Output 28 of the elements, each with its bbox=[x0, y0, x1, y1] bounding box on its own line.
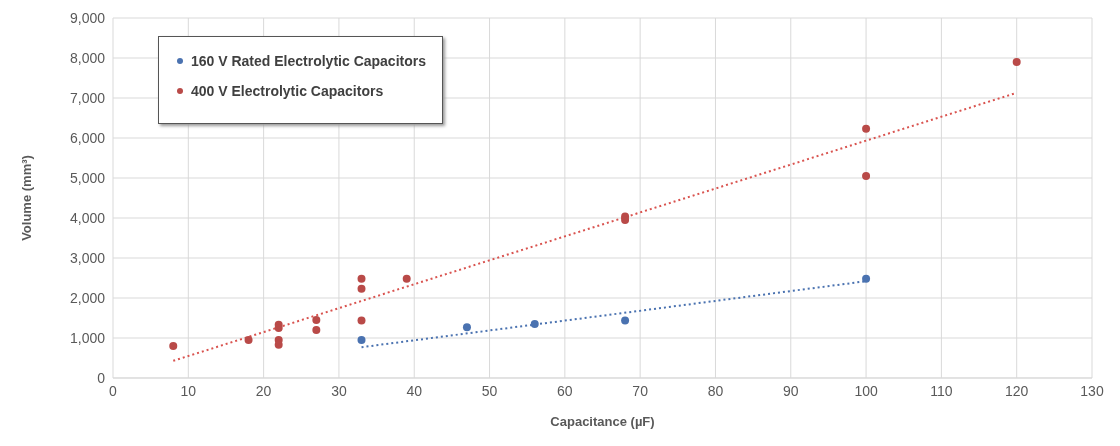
y-tick-label: 3,000 bbox=[69, 249, 106, 266]
y-tick-label: 7,000 bbox=[69, 89, 106, 106]
x-tick-label: 50 bbox=[481, 382, 498, 399]
x-tick-label: 130 bbox=[1080, 382, 1104, 399]
x-tick-label: 90 bbox=[782, 382, 799, 399]
y-tick-label: 8,000 bbox=[69, 49, 106, 66]
x-tick-label: 20 bbox=[255, 382, 272, 399]
x-tick-label: 0 bbox=[109, 382, 118, 399]
x-tick-label: 40 bbox=[406, 382, 423, 399]
x-tick-label: 110 bbox=[930, 382, 953, 399]
y-tick-label: 6,000 bbox=[69, 129, 106, 146]
legend-label: 160 V Rated Electrolytic Capacitors bbox=[191, 53, 426, 69]
y-tick-label: 2,000 bbox=[69, 289, 106, 306]
x-tick-label: 70 bbox=[632, 382, 649, 399]
x-tick-label: 120 bbox=[1005, 382, 1029, 399]
legend-label: 400 V Electrolytic Capacitors bbox=[191, 83, 384, 99]
y-tick-label: 5,000 bbox=[69, 169, 106, 186]
y-tick-label: 0 bbox=[97, 369, 106, 386]
x-tick-label: 100 bbox=[854, 382, 878, 399]
y-tick-label: 4,000 bbox=[69, 209, 106, 226]
y-axis-title: Volume (mm³) bbox=[18, 155, 34, 241]
y-tick-label: 1,000 bbox=[69, 329, 106, 346]
x-tick-label: 30 bbox=[331, 382, 347, 399]
x-tick-label: 80 bbox=[707, 382, 724, 399]
x-tick-label: 60 bbox=[557, 382, 573, 399]
y-tick-label: 9,000 bbox=[69, 9, 106, 26]
x-tick-label: 10 bbox=[180, 382, 197, 399]
x-axis-title: Capacitance (µF) bbox=[550, 414, 655, 429]
